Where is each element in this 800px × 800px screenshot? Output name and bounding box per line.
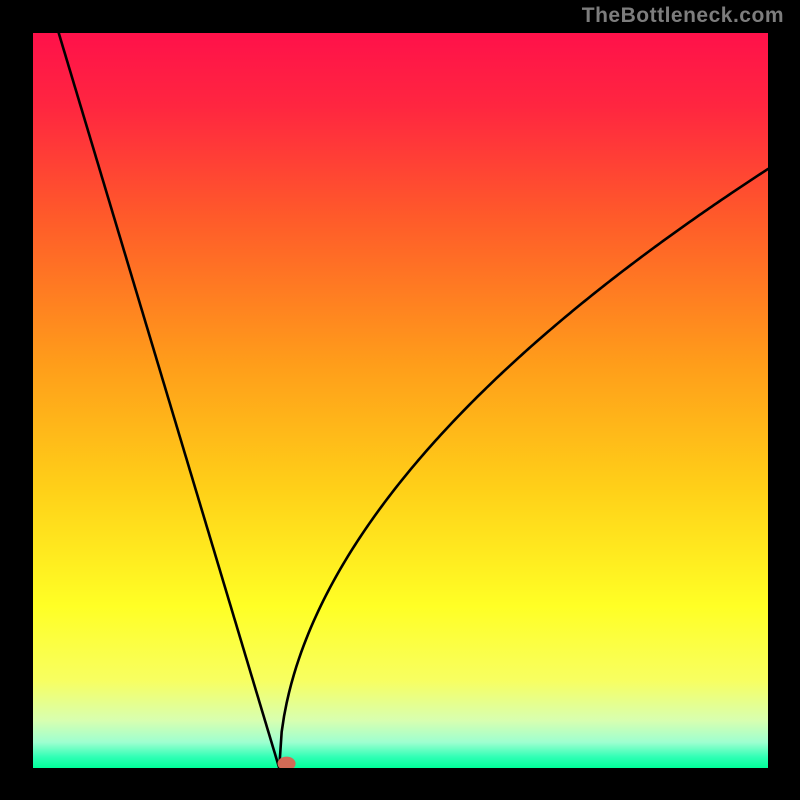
gradient-background xyxy=(33,33,768,768)
bottleneck-chart xyxy=(33,33,768,768)
chart-frame: TheBottleneck.com xyxy=(0,0,800,800)
watermark-text: TheBottleneck.com xyxy=(582,4,784,28)
